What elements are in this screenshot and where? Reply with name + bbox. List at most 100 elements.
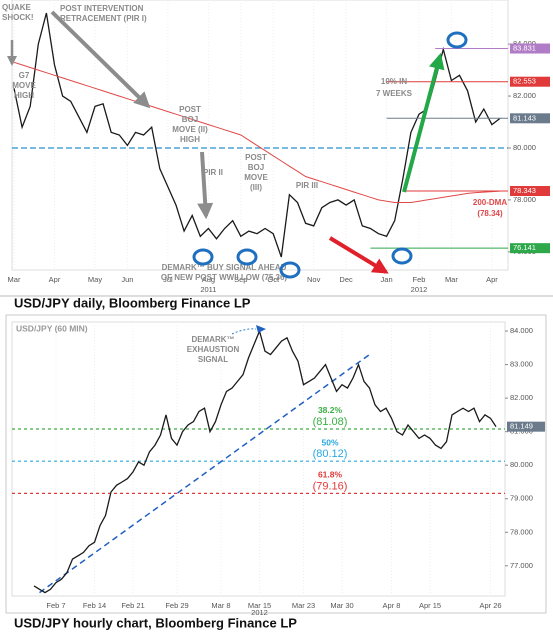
annotation: PIR III — [296, 181, 318, 190]
annotation: POST INTERVENTION — [60, 4, 144, 13]
fib-value: (79.16) — [313, 480, 348, 492]
fib-value: (80.12) — [313, 448, 348, 460]
plot-area — [11, 321, 506, 597]
annotation: BOJ — [182, 115, 198, 124]
level-box — [510, 113, 550, 124]
annotation: DEMARK™ BUY SIGNAL AHEAD — [162, 263, 287, 272]
level-label: 83.831 — [513, 44, 536, 53]
series-line — [13, 12, 501, 258]
y-tick-label: 77.000 — [510, 561, 533, 570]
level-label: 76.141 — [513, 243, 536, 252]
series-label: (78.34) — [477, 209, 503, 218]
arrow — [328, 236, 389, 274]
x-tick-label: Apr — [486, 275, 498, 284]
annotation: POST — [179, 105, 201, 114]
annotation: HIGH — [180, 135, 200, 144]
annotation: MOVE — [12, 81, 36, 90]
x-tick-label: Feb 29 — [165, 601, 188, 610]
annotation: OF NEW POST WWII LOW (75.36) — [161, 273, 288, 282]
last-label: 81.149 — [510, 422, 533, 431]
signal-circle — [391, 247, 413, 265]
annotation: (III) — [250, 183, 262, 192]
level-box — [510, 185, 550, 196]
x-tick-label: Mar 23 — [292, 601, 315, 610]
y-tick-label: 78.000 — [510, 527, 533, 536]
year-label: 2011 — [200, 285, 216, 294]
last-box — [507, 421, 545, 432]
series-line — [33, 329, 497, 594]
charts: 76.00078.00080.00082.00084.000MarAprMayJ… — [2, 0, 550, 617]
series-name: 200-DMA — [473, 198, 507, 207]
y-tick-label: 83.000 — [510, 360, 533, 369]
caption: USD/JPY daily, Bloomberg Finance LP — [14, 295, 251, 310]
x-tick-label: Dec — [339, 275, 353, 284]
annotation: G7 — [19, 71, 30, 80]
y-tick-label: 79.000 — [510, 494, 533, 503]
series-line — [13, 61, 501, 203]
x-tick-label: Apr 15 — [419, 601, 441, 610]
x-tick-label: Feb 21 — [121, 601, 144, 610]
annotation: QUAKE — [2, 3, 32, 12]
x-tick-label: Apr 8 — [383, 601, 401, 610]
x-tick-label: Mar — [8, 275, 21, 284]
x-tick-label: Mar 15 — [248, 601, 271, 610]
annotation: EXHAUSTION — [187, 345, 240, 354]
arrow — [197, 151, 214, 220]
y-tick-label: 82.000 — [510, 393, 533, 402]
caption: USD/JPY hourly chart, Bloomberg Finance … — [14, 615, 297, 630]
annotation: MOVE (II) — [172, 125, 208, 134]
y-tick-label: 80.000 — [513, 143, 536, 152]
signal-circle — [236, 248, 258, 266]
x-tick-label: Aug — [202, 275, 215, 284]
x-tick-label: May — [88, 275, 102, 284]
x-tick-label: Apr — [49, 275, 61, 284]
fib-name: 38.2% — [318, 405, 343, 415]
annotation: SHOCK! — [2, 13, 34, 22]
signal-circle — [279, 261, 301, 279]
year-label: 2012 — [411, 285, 428, 294]
annotation: HIGH — [14, 91, 34, 100]
annotation: SIGNAL — [198, 355, 228, 364]
annotation: BOJ — [248, 163, 264, 172]
level-box — [510, 243, 550, 254]
x-tick-label: Feb 7 — [46, 601, 65, 610]
x-tick-label: Mar — [445, 275, 458, 284]
x-tick-label: Sep — [234, 275, 247, 284]
x-tick-label: Jan — [381, 275, 393, 284]
y-tick-label: 80.000 — [510, 460, 533, 469]
x-tick-label: Mar 8 — [211, 601, 230, 610]
level-label: 82.553 — [513, 77, 536, 86]
annotation: DEMARK™ — [191, 335, 234, 344]
annotation: PIR II — [203, 168, 223, 177]
level-label: 78.343 — [513, 186, 536, 195]
arrow — [402, 52, 445, 193]
chart-title: USD/JPY (60 MIN) — [16, 323, 88, 333]
y-tick-label: 82.000 — [513, 91, 536, 100]
annotation: 10% IN — [381, 77, 407, 86]
x-tick-label: Apr 26 — [479, 601, 501, 610]
x-tick-label: Feb 14 — [83, 601, 106, 610]
trendline — [39, 353, 370, 594]
fib-name: 61.8% — [318, 470, 343, 480]
annotation: RETRACEMENT (PIR I) — [60, 14, 147, 23]
y-tick-label: 78.000 — [513, 195, 536, 204]
year-label: 2012 — [251, 608, 268, 617]
arrow — [50, 10, 151, 109]
annotation: 7 WEEKS — [376, 89, 413, 98]
signal-arrow — [231, 328, 257, 335]
x-tick-label: Jul — [163, 275, 173, 284]
signal-circle — [446, 31, 468, 49]
y-tick-label: 84.000 — [510, 326, 533, 335]
level-label: 81.143 — [513, 113, 536, 122]
annotation: MOVE — [244, 173, 268, 182]
level-box — [510, 43, 550, 54]
plot-area — [11, 0, 509, 271]
x-tick-label: Feb — [413, 275, 426, 284]
x-tick-label: Jun — [121, 275, 133, 284]
x-tick-label: Oct — [267, 275, 280, 284]
x-tick-label: Nov — [307, 275, 321, 284]
fib-name: 50% — [321, 437, 338, 447]
x-tick-label: Mar 30 — [330, 601, 353, 610]
signal-circle — [192, 248, 214, 266]
